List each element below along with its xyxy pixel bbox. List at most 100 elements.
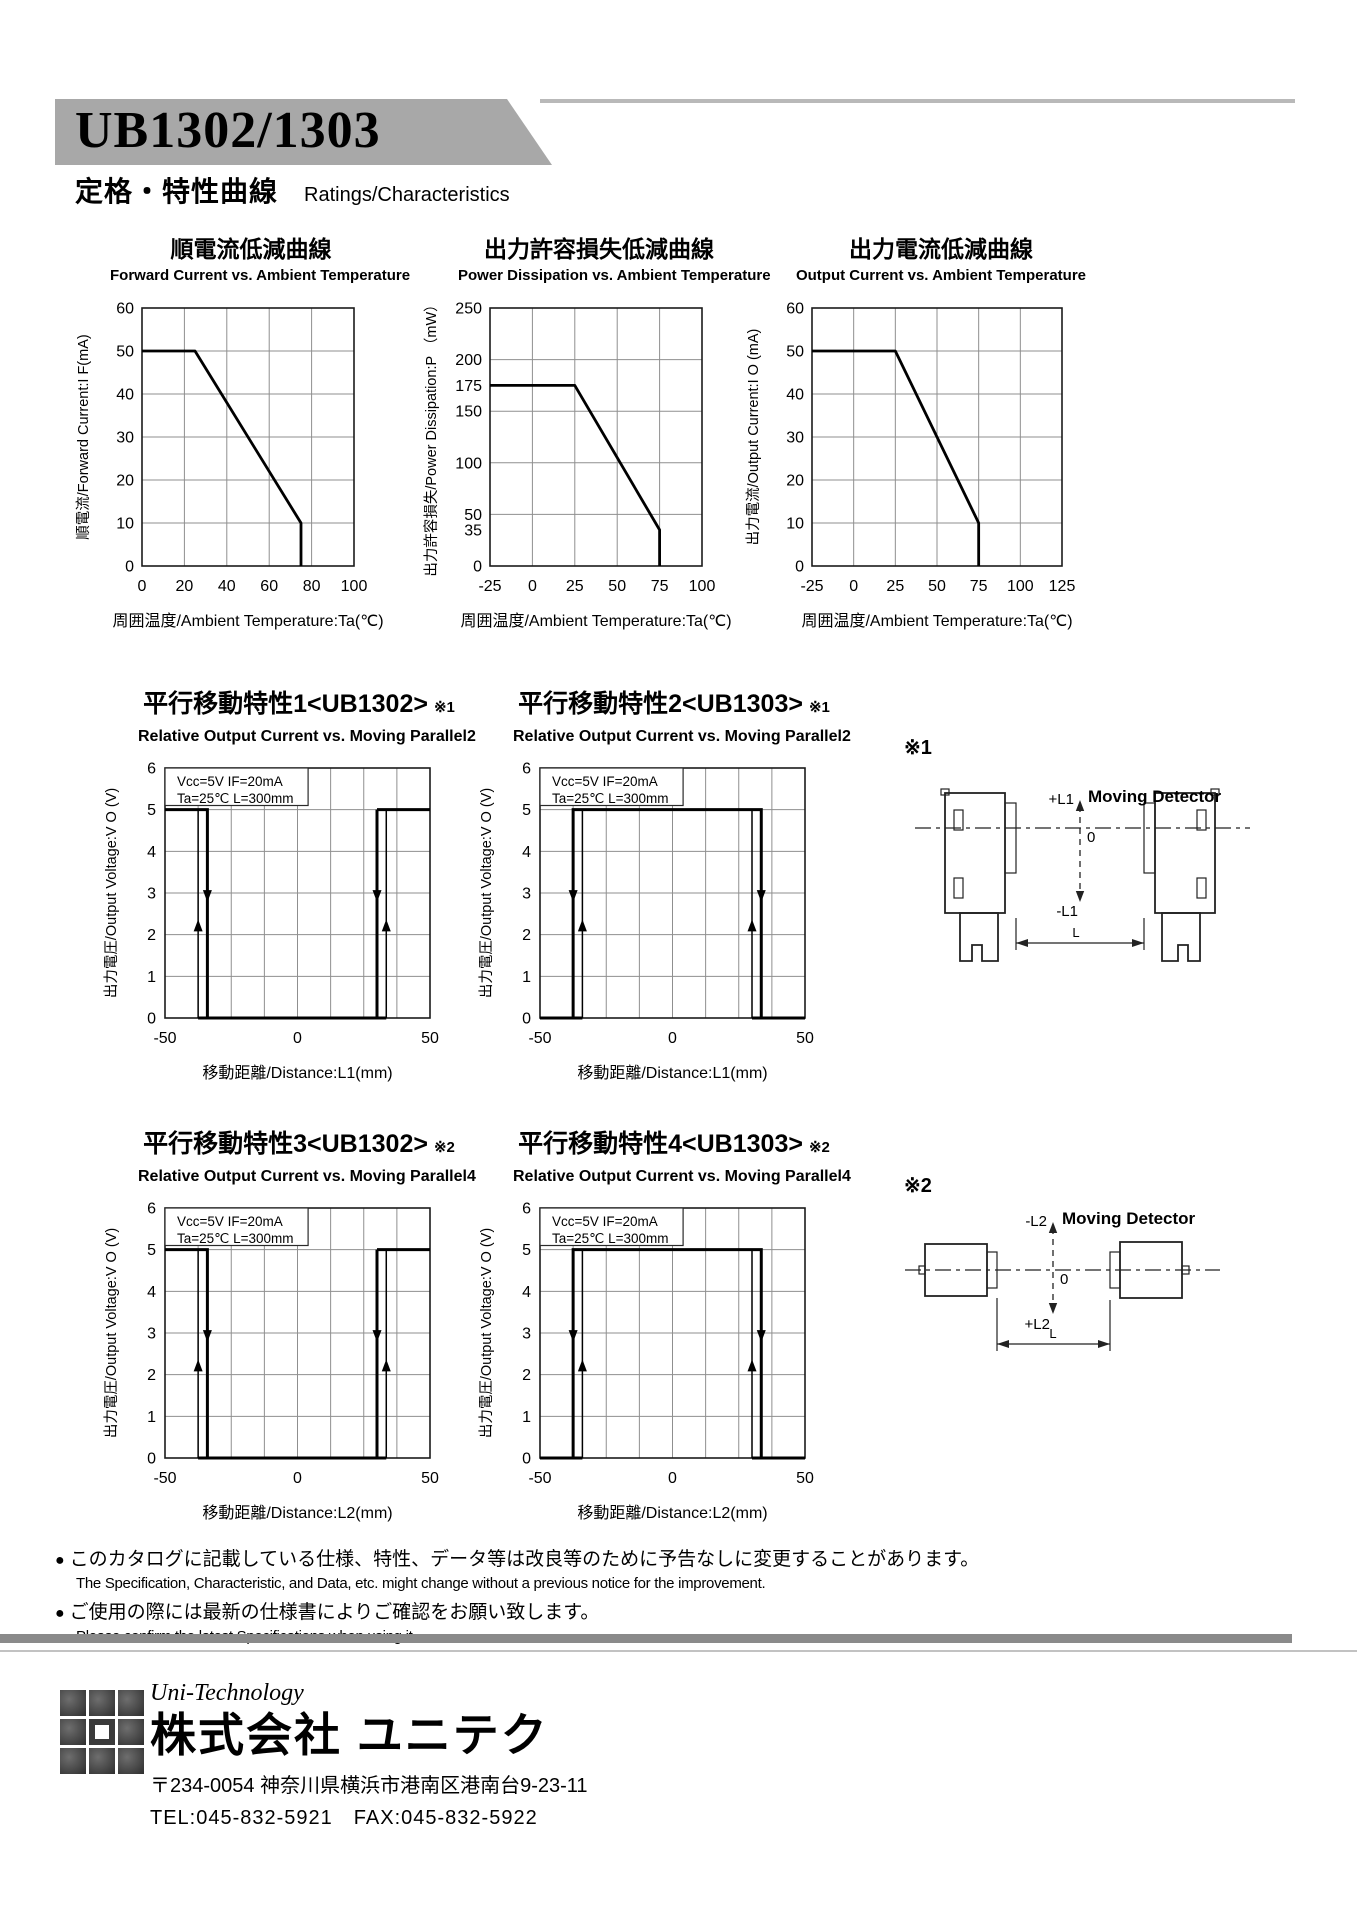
svg-text:0: 0 bbox=[795, 559, 804, 576]
svg-text:25: 25 bbox=[566, 578, 584, 595]
svg-text:100: 100 bbox=[455, 455, 482, 472]
svg-text:周囲温度/Ambient Temperature:Ta(℃): 周囲温度/Ambient Temperature:Ta(℃) bbox=[112, 612, 383, 630]
svg-text:10: 10 bbox=[786, 516, 804, 533]
svg-text:35: 35 bbox=[464, 522, 482, 539]
svg-text:0: 0 bbox=[293, 1030, 302, 1047]
company-name-en: Uni-Technology bbox=[150, 1680, 304, 1706]
chart-canvas: Vcc=5V IF=20mA Ta=25℃ L=300mm 0 1 2 3 4 5 6 -50 0 5… bbox=[100, 756, 460, 1095]
svg-text:100: 100 bbox=[341, 578, 368, 595]
svg-text:出力電流/Output Current:I O (mA): 出力電流/Output Current:I O (mA) bbox=[745, 329, 762, 546]
svg-text:0: 0 bbox=[522, 1451, 531, 1468]
svg-text:0: 0 bbox=[849, 578, 858, 595]
svg-text:5: 5 bbox=[147, 802, 156, 819]
company-name-jp: 株式会社 ユニテク bbox=[150, 1709, 549, 1761]
svg-text:Vcc=5V IF=20mA: Vcc=5V IF=20mA bbox=[552, 1214, 658, 1229]
svg-text:Ta=25℃ L=300mm: Ta=25℃ L=300mm bbox=[177, 791, 293, 806]
svg-text:40: 40 bbox=[116, 387, 134, 404]
svg-text:4: 4 bbox=[147, 844, 156, 861]
svg-text:50: 50 bbox=[608, 578, 626, 595]
svg-text:Moving Detector: Moving Detector bbox=[1062, 1209, 1196, 1228]
chart-title-jp: 出力電流低減曲線 bbox=[742, 234, 1102, 264]
svg-text:75: 75 bbox=[970, 578, 988, 595]
svg-text:Vcc=5V IF=20mA: Vcc=5V IF=20mA bbox=[177, 774, 283, 789]
chart-title-en: Relative Output Current vs. Moving Paral… bbox=[138, 1168, 476, 1185]
svg-text:-50: -50 bbox=[153, 1030, 176, 1047]
svg-text:175: 175 bbox=[455, 378, 482, 395]
chart-title-en: Relative Output Current vs. Moving Paral… bbox=[138, 728, 476, 745]
svg-text:-50: -50 bbox=[528, 1030, 551, 1047]
chart-output-current-derating: 出力電流低減曲線 Output Current vs. Ambient Temp… bbox=[742, 234, 1102, 645]
note-ref-mark: ※1 bbox=[433, 699, 455, 716]
svg-text:0: 0 bbox=[528, 578, 537, 595]
logo-cell bbox=[118, 1690, 144, 1716]
svg-text:0: 0 bbox=[668, 1470, 677, 1487]
svg-text:50: 50 bbox=[928, 578, 946, 595]
company-logo bbox=[60, 1690, 144, 1774]
model-number: UB1302/1303 bbox=[75, 102, 381, 159]
company-address: 〒234-0054 神奈川県横浜市港南区港南台9-23-11 bbox=[150, 1775, 588, 1797]
chart-parallel-move-1: 平行移動特性1<UB1302> ※1 Relative Output Curren… bbox=[100, 688, 476, 1095]
svg-text:30: 30 bbox=[786, 430, 804, 447]
svg-text:-L2: -L2 bbox=[1025, 1213, 1047, 1230]
svg-text:-50: -50 bbox=[528, 1470, 551, 1487]
svg-text:-25: -25 bbox=[478, 578, 501, 595]
svg-text:3: 3 bbox=[522, 1326, 531, 1343]
svg-text:出力電圧/Output Voltage:V O (V): 出力電圧/Output Voltage:V O (V) bbox=[478, 788, 495, 998]
logo-cell bbox=[60, 1719, 86, 1745]
svg-text:80: 80 bbox=[303, 578, 321, 595]
chart-title-jp-text: 平行移動特性1<UB1302> bbox=[143, 690, 428, 718]
svg-text:4: 4 bbox=[147, 1284, 156, 1301]
svg-text:6: 6 bbox=[522, 761, 531, 778]
chart-title-jp: 平行移動特性4<UB1303> ※2 bbox=[475, 1128, 835, 1164]
svg-text:1: 1 bbox=[522, 1409, 531, 1426]
svg-text:6: 6 bbox=[147, 761, 156, 778]
svg-text:移動距離/Distance:L1(mm): 移動距離/Distance:L1(mm) bbox=[202, 1064, 392, 1082]
svg-text:1: 1 bbox=[147, 1409, 156, 1426]
svg-text:-25: -25 bbox=[800, 578, 823, 595]
svg-text:60: 60 bbox=[786, 301, 804, 318]
section-title-jp: 定格・特性曲線 bbox=[75, 176, 279, 207]
logo-cell bbox=[118, 1719, 144, 1745]
svg-text:出力許容損失/Power Dissipation:P （mW: 出力許容損失/Power Dissipation:P （mW） bbox=[423, 297, 440, 576]
svg-text:75: 75 bbox=[651, 578, 669, 595]
svg-text:3: 3 bbox=[147, 1326, 156, 1343]
svg-text:3: 3 bbox=[147, 886, 156, 903]
svg-text:出力電圧/Output Voltage:V O (V): 出力電圧/Output Voltage:V O (V) bbox=[478, 1228, 495, 1438]
chart-title-jp: 平行移動特性3<UB1302> ※2 bbox=[100, 1128, 460, 1164]
chart-canvas: Vcc=5V IF=20mA Ta=25℃ L=300mm 0 1 2 3 4 5 6 -50 0 5… bbox=[475, 756, 835, 1095]
svg-text:L: L bbox=[1072, 925, 1079, 940]
chart-title-en: Relative Output Current vs. Moving Paral… bbox=[513, 728, 851, 745]
svg-text:+L1: +L1 bbox=[1049, 791, 1074, 808]
note-ref-mark: ※2 bbox=[808, 1139, 830, 1156]
svg-text:60: 60 bbox=[116, 301, 134, 318]
svg-text:0: 0 bbox=[1060, 1271, 1068, 1288]
bullet-icon: ● bbox=[55, 1605, 65, 1622]
logo-cell bbox=[89, 1690, 115, 1716]
svg-text:順電流/Forward Current:I F(mA): 順電流/Forward Current:I F(mA) bbox=[75, 334, 92, 539]
svg-text:100: 100 bbox=[1007, 578, 1034, 595]
svg-text:50: 50 bbox=[464, 507, 482, 524]
svg-text:200: 200 bbox=[455, 352, 482, 369]
diagram-canvas: -L2 Moving Detector 0 +L2 L bbox=[890, 1196, 1310, 1376]
svg-text:50: 50 bbox=[421, 1470, 439, 1487]
chart-parallel-move-2: 平行移動特性2<UB1303> ※1 Relative Output Curren… bbox=[475, 688, 851, 1095]
svg-text:10: 10 bbox=[116, 516, 134, 533]
svg-text:Ta=25℃ L=300mm: Ta=25℃ L=300mm bbox=[177, 1231, 293, 1246]
svg-text:50: 50 bbox=[116, 344, 134, 361]
chart-title-en: Forward Current vs. Ambient Temperature bbox=[110, 267, 411, 284]
svg-text:5: 5 bbox=[147, 1242, 156, 1259]
svg-text:0: 0 bbox=[147, 1011, 156, 1028]
chart-title-en: Relative Output Current vs. Moving Paral… bbox=[513, 1168, 851, 1185]
svg-text:0: 0 bbox=[668, 1030, 677, 1047]
chart-canvas: Vcc=5V IF=20mA Ta=25℃ L=300mm 0 1 2 3 4 5 6 -50 0 5… bbox=[100, 1196, 460, 1535]
bullet-icon: ● bbox=[55, 1552, 65, 1569]
chart-title-jp-text: 出力電流低減曲線 bbox=[849, 236, 1033, 262]
svg-text:50: 50 bbox=[796, 1470, 814, 1487]
svg-text:150: 150 bbox=[455, 404, 482, 421]
svg-text:40: 40 bbox=[786, 387, 804, 404]
svg-text:Vcc=5V IF=20mA: Vcc=5V IF=20mA bbox=[177, 1214, 283, 1229]
banner-tail-line bbox=[540, 99, 1295, 103]
svg-text:6: 6 bbox=[147, 1201, 156, 1218]
svg-text:20: 20 bbox=[786, 473, 804, 490]
svg-text:30: 30 bbox=[116, 430, 134, 447]
